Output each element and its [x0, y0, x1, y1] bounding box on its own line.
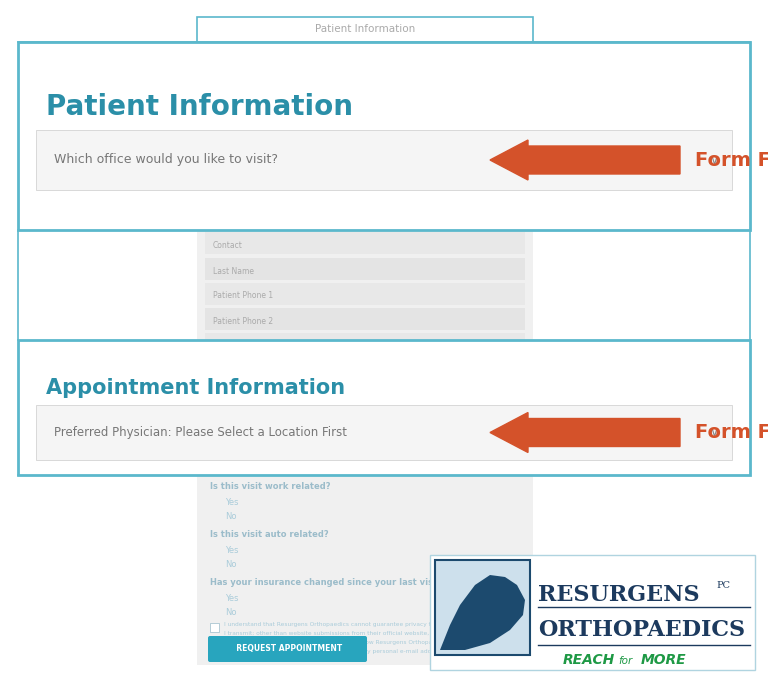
Text: Form Field 11: Form Field 11: [695, 423, 768, 442]
FancyBboxPatch shape: [205, 283, 525, 305]
Text: Yes: Yes: [225, 546, 239, 555]
FancyArrow shape: [490, 140, 680, 180]
Text: MORE: MORE: [641, 653, 687, 667]
Text: No: No: [225, 560, 237, 569]
FancyBboxPatch shape: [205, 333, 525, 355]
Text: Is this visit auto related?: Is this visit auto related?: [210, 530, 329, 539]
FancyBboxPatch shape: [205, 308, 525, 330]
Text: Last Name: Last Name: [213, 266, 254, 276]
Text: Is this visit work related?: Is this visit work related?: [210, 482, 330, 491]
Text: I understand that Resurgens Orthopaedics cannot guarantee privacy for the inform: I understand that Resurgens Orthopaedics…: [224, 622, 484, 627]
Text: Appointment Information: Appointment Information: [46, 378, 345, 398]
Text: Form Field #1: Form Field #1: [695, 150, 768, 169]
Text: Patient Phone 2: Patient Phone 2: [213, 317, 273, 326]
Text: understand and accept this risk and they will allow Resurgens Orthopaedics staff: understand and accept this risk and they…: [224, 640, 471, 645]
Text: REACH: REACH: [563, 653, 615, 667]
FancyBboxPatch shape: [208, 636, 367, 662]
Text: ORTHOPAEDICS: ORTHOPAEDICS: [538, 619, 745, 641]
FancyBboxPatch shape: [36, 130, 732, 190]
Text: ∨: ∨: [710, 426, 719, 439]
Text: Preferred Appointment: Preferred Appointment: [213, 369, 300, 377]
Text: PC: PC: [716, 580, 730, 590]
FancyBboxPatch shape: [205, 258, 525, 280]
FancyBboxPatch shape: [210, 623, 219, 632]
FancyBboxPatch shape: [197, 230, 533, 340]
Text: for: for: [618, 656, 632, 666]
Text: Patient Information: Patient Information: [315, 24, 415, 34]
Text: RESURGENS: RESURGENS: [538, 584, 700, 606]
Text: Preferred Physician: Please Select a Location First: Preferred Physician: Please Select a Loc…: [54, 426, 347, 439]
Text: No: No: [225, 608, 237, 617]
Text: ∨: ∨: [710, 154, 719, 166]
Text: Yes: Yes: [225, 498, 239, 507]
Text: No: No: [225, 512, 237, 521]
FancyBboxPatch shape: [430, 555, 755, 670]
FancyBboxPatch shape: [435, 560, 530, 655]
FancyBboxPatch shape: [205, 232, 525, 254]
Text: Has your insurance changed since your last visit?: Has your insurance changed since your la…: [210, 578, 445, 587]
FancyBboxPatch shape: [18, 340, 750, 475]
FancyBboxPatch shape: [205, 360, 525, 382]
FancyBboxPatch shape: [197, 475, 533, 665]
FancyBboxPatch shape: [197, 17, 533, 42]
Polygon shape: [440, 575, 525, 650]
Text: Patient Information: Patient Information: [46, 93, 353, 121]
Text: Email: Email: [213, 342, 234, 350]
FancyBboxPatch shape: [36, 405, 732, 460]
Text: access my protected health information using my personal e-mail address listed a: access my protected health information u…: [224, 649, 484, 654]
Text: I transmit; other than website submissions from their official website, users sh: I transmit; other than website submissio…: [224, 631, 468, 636]
Text: Contact: Contact: [213, 241, 243, 249]
Text: Yes: Yes: [225, 594, 239, 603]
FancyArrow shape: [490, 412, 680, 452]
FancyBboxPatch shape: [18, 42, 750, 230]
Text: REQUEST APPOINTMENT: REQUEST APPOINTMENT: [231, 644, 343, 654]
Text: Which office would you like to visit?: Which office would you like to visit?: [54, 154, 278, 166]
Text: Patient Phone 1: Patient Phone 1: [213, 291, 273, 301]
